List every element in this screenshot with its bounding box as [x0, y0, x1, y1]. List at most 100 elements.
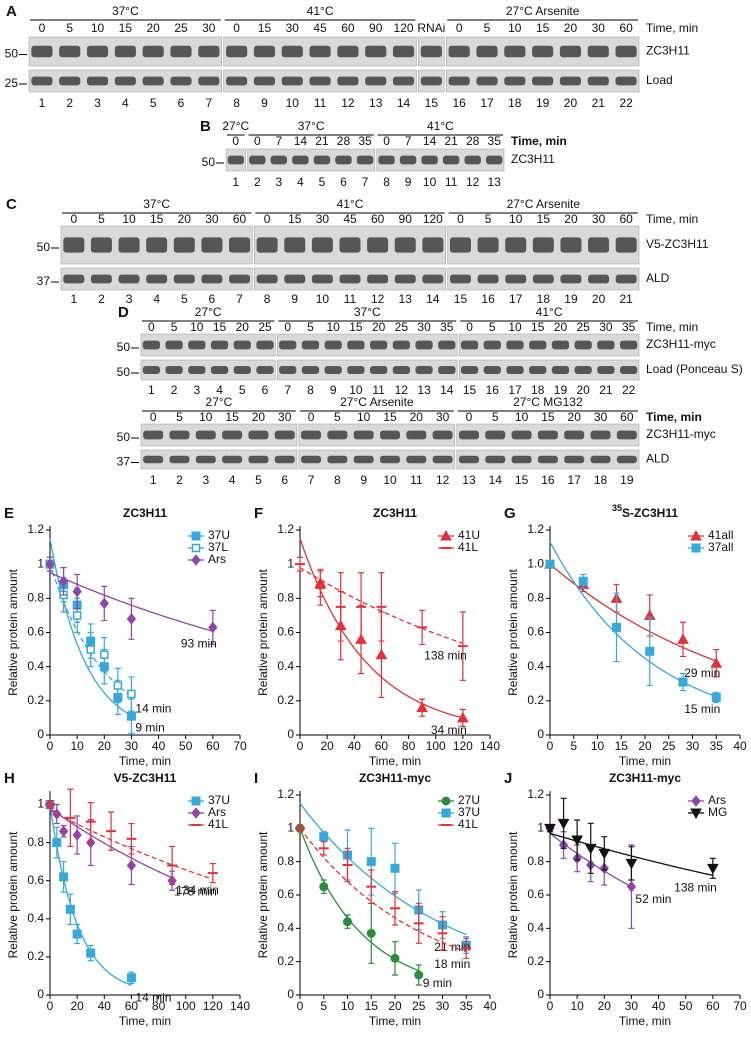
y-axis-label: Relative protein amount: [256, 568, 270, 695]
y-tick-label: 0.6: [27, 625, 44, 639]
panel-label: J: [504, 770, 512, 787]
y-tick-label: 0: [537, 987, 544, 1001]
band: [309, 76, 331, 86]
lane-number: 8: [334, 473, 341, 487]
x-tick-label: 10: [570, 999, 584, 1013]
band: [588, 274, 610, 284]
band: [146, 274, 168, 284]
band: [353, 455, 374, 464]
lane-number: 9: [261, 96, 268, 110]
time-label: 10: [199, 410, 213, 424]
band: [256, 340, 274, 350]
x-tick-label: 100: [426, 739, 446, 753]
band: [63, 274, 85, 284]
time-label: 0: [148, 320, 155, 334]
lane-number: 8: [307, 383, 314, 397]
time-label: 35: [440, 320, 454, 334]
group-label: 37°C: [354, 305, 381, 319]
time-axis-label: Time, min: [646, 212, 698, 226]
band: [198, 45, 220, 58]
panel-label: C: [6, 196, 17, 213]
time-label: 5: [98, 212, 105, 226]
time-label: 0: [232, 134, 239, 148]
y-tick-label: 0: [37, 727, 44, 741]
band: [394, 237, 416, 253]
band: [615, 274, 637, 284]
band: [420, 45, 442, 58]
y-tick-label: 1.0: [527, 556, 544, 570]
time-label: 20: [178, 212, 192, 226]
band: [529, 366, 547, 374]
y-tick-label: 1: [537, 821, 544, 835]
time-label: 0: [457, 212, 464, 226]
time-label: 10: [515, 410, 529, 424]
band: [392, 45, 415, 58]
band: [195, 455, 216, 464]
time-label: 10: [122, 212, 136, 226]
row-label: ALD: [646, 452, 670, 466]
marker: [677, 633, 689, 644]
lane-number: 13: [399, 292, 413, 306]
band: [616, 455, 637, 464]
band: [476, 76, 498, 86]
group-label: 41°C: [337, 197, 364, 211]
band: [284, 237, 306, 253]
band: [532, 237, 554, 253]
legend-marker: [191, 531, 201, 541]
band: [114, 76, 136, 86]
marker: [390, 863, 400, 873]
y-tick-label: 1.2: [527, 787, 544, 801]
x-tick-label: 30: [625, 999, 639, 1013]
lane-number: 17: [509, 292, 523, 306]
lane-number: 3: [193, 383, 200, 397]
band: [353, 430, 374, 440]
band: [347, 340, 365, 350]
marker: [557, 818, 570, 830]
time-label: 60: [619, 21, 633, 35]
band: [249, 155, 266, 165]
time-axis-label: Time, min: [511, 134, 567, 148]
x-axis-label: Time, min: [369, 1014, 421, 1028]
y-tick-label: 0.2: [277, 954, 294, 968]
lane-number: 19: [554, 383, 568, 397]
lane-number: 5: [181, 292, 188, 306]
time-label: 10: [508, 21, 522, 35]
legend-marker: [691, 543, 701, 553]
time-label: 5: [484, 21, 491, 35]
half-life-label: 15 min: [684, 702, 720, 716]
band: [292, 155, 309, 165]
band: [311, 237, 333, 253]
band: [506, 340, 524, 350]
lane-number: 12: [371, 292, 385, 306]
mw-marker: 50: [5, 47, 19, 61]
legend-label: MG: [708, 805, 727, 819]
mw-marker: 50: [117, 340, 131, 354]
lane-number: 10: [349, 383, 363, 397]
lane-number: 19: [536, 96, 550, 110]
mw-marker: 37: [37, 274, 51, 288]
band: [233, 340, 251, 350]
marker: [598, 848, 611, 860]
lane-number: 6: [262, 383, 269, 397]
gel: [458, 359, 640, 381]
half-life-label: 9 min: [423, 976, 452, 990]
lane-number: 12: [466, 175, 480, 189]
half-life-label: 138 min: [424, 649, 467, 663]
lane-number: 3: [94, 96, 101, 110]
group-label: 27°C: [206, 395, 233, 409]
half-life-label: 29 min: [684, 666, 720, 680]
x-tick-label: 60: [125, 999, 139, 1013]
band: [274, 455, 295, 464]
x-tick-label: 0: [297, 739, 304, 753]
lane-number: 5: [319, 175, 326, 189]
title-text: ZC3H11: [123, 506, 167, 520]
time-label: 0: [254, 134, 261, 148]
time-label: 35: [488, 134, 502, 148]
time-label: 7: [405, 134, 412, 148]
time-label: 21: [315, 134, 329, 148]
band: [86, 76, 109, 86]
lane-number: 7: [308, 473, 315, 487]
band: [274, 430, 295, 440]
time-label: RNAi: [417, 21, 445, 35]
band: [367, 274, 389, 284]
